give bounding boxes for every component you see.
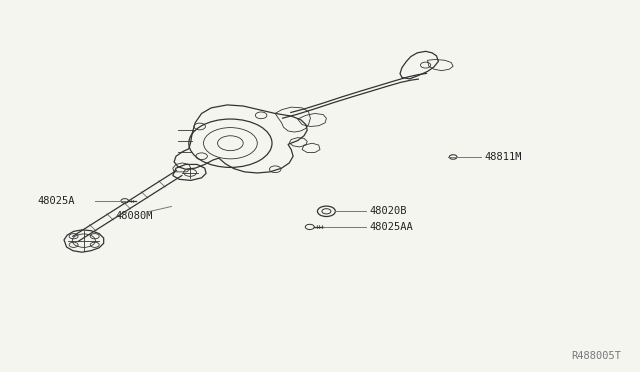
Text: 48025AA: 48025AA [369,222,413,232]
Text: 48811M: 48811M [484,152,522,162]
Circle shape [449,155,457,159]
Text: 48080M: 48080M [115,211,153,221]
Text: 48025A: 48025A [37,196,75,206]
Text: 48020B: 48020B [369,206,407,216]
Text: R488005T: R488005T [571,351,621,361]
